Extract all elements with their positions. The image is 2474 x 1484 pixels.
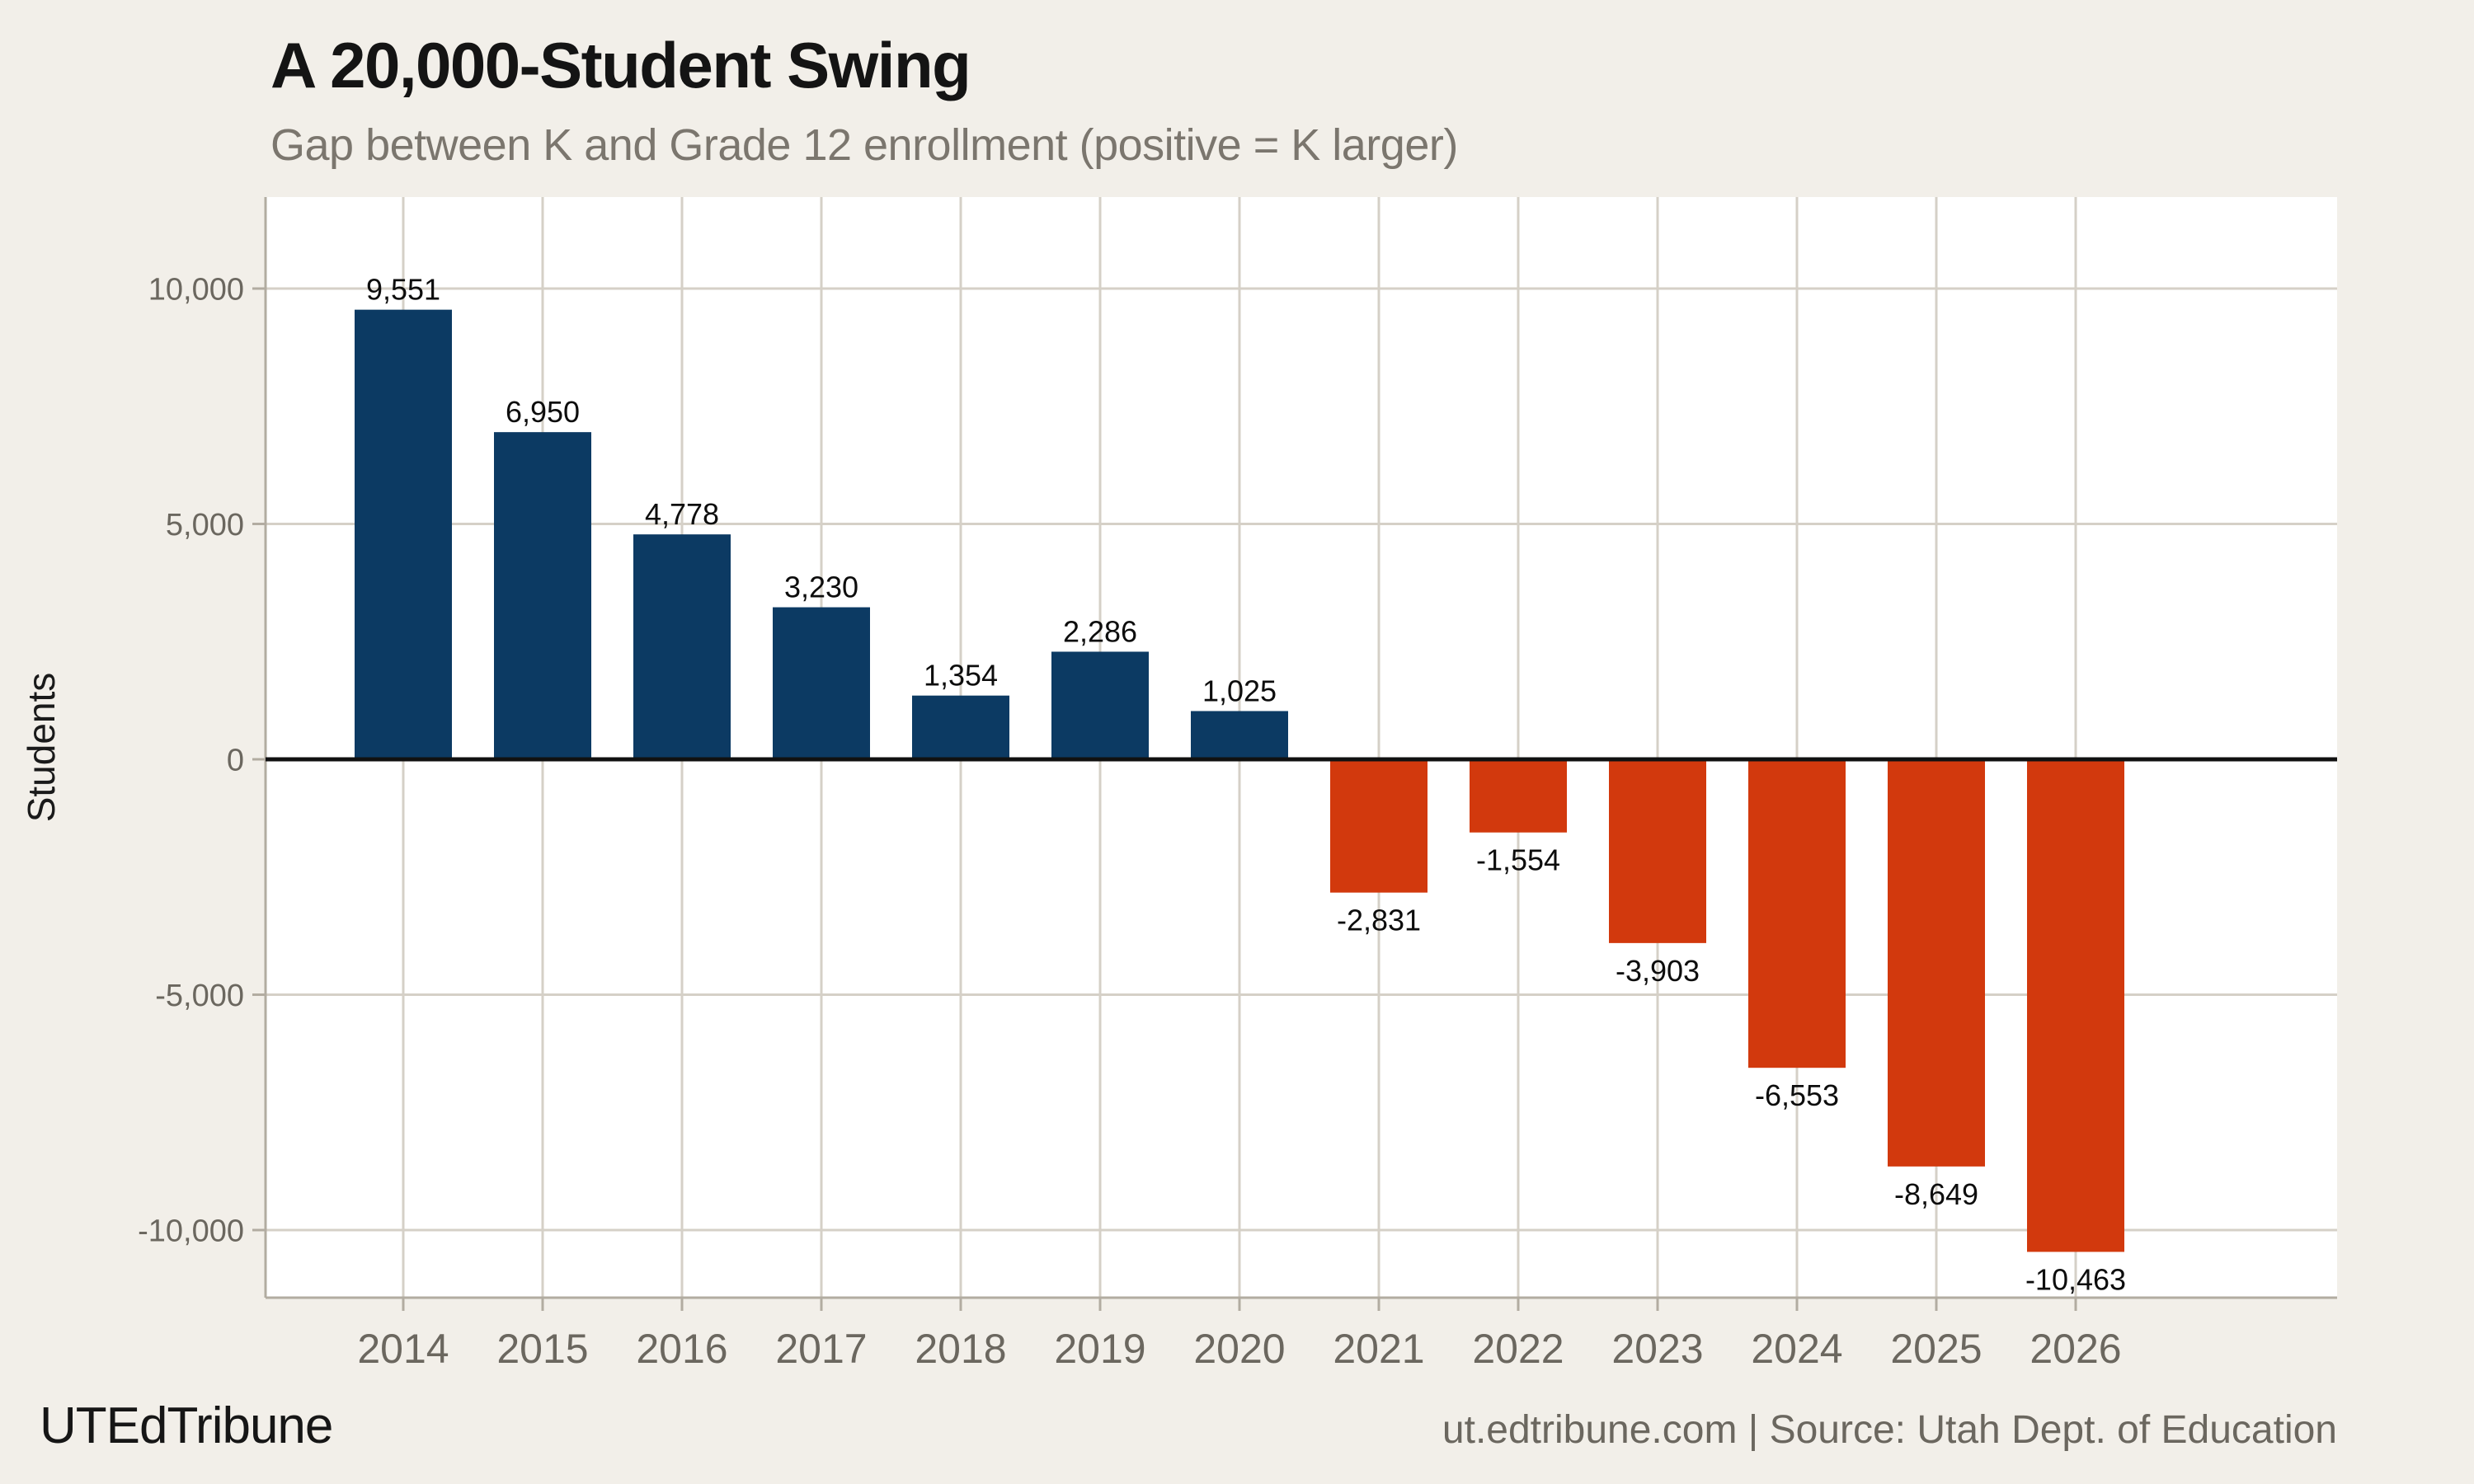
chart-header: A 20,000-Student Swing Gap between K and… xyxy=(270,28,1458,171)
source-attribution: ut.edtribune.com | Source: Utah Dept. of… xyxy=(1442,1408,2337,1452)
x-tick-label-2019: 2019 xyxy=(1054,1326,1145,1372)
y-axis-title: Students xyxy=(20,673,63,823)
x-tick-label-2021: 2021 xyxy=(1333,1326,1424,1372)
plot-panel xyxy=(266,197,2337,1298)
bar-value-label: 6,950 xyxy=(506,395,580,429)
y-tick-label: -10,000 xyxy=(138,1214,244,1248)
bar-value-label: -6,553 xyxy=(1755,1078,1839,1112)
x-tick-label-2017: 2017 xyxy=(775,1326,867,1372)
brand-logo-text: UTEdTribune xyxy=(40,1397,333,1454)
chart-title: A 20,000-Student Swing xyxy=(270,29,971,101)
bar-value-label: 1,025 xyxy=(1202,674,1277,707)
x-tick-label-2016: 2016 xyxy=(636,1326,727,1372)
bar-value-label: 4,778 xyxy=(645,497,719,531)
y-tick-label: 5,000 xyxy=(166,508,244,542)
bar-2014 xyxy=(355,309,452,760)
bar-2022 xyxy=(1470,759,1567,833)
x-tick-label-2018: 2018 xyxy=(915,1326,1006,1372)
bar-2026 xyxy=(2027,759,2124,1252)
bar-2025 xyxy=(1888,759,1985,1167)
y-tick-label: 10,000 xyxy=(148,272,244,307)
x-tick-label-2020: 2020 xyxy=(1193,1326,1285,1372)
x-tick-label-2026: 2026 xyxy=(2030,1326,2121,1372)
x-tick-label-2023: 2023 xyxy=(1611,1326,1703,1372)
y-tick-label: -5,000 xyxy=(155,979,244,1013)
bar-value-label: -8,649 xyxy=(1894,1177,1978,1211)
x-tick-label-2024: 2024 xyxy=(1751,1326,1842,1372)
bar-2018 xyxy=(912,695,1009,760)
bar-2016 xyxy=(633,534,731,760)
bar-value-label: 2,286 xyxy=(1063,614,1137,648)
x-tick-label-2015: 2015 xyxy=(496,1326,588,1372)
bar-2021 xyxy=(1330,759,1427,893)
bar-2017 xyxy=(773,607,870,760)
bar-value-label: -3,903 xyxy=(1616,954,1700,988)
x-tick-label-2014: 2014 xyxy=(357,1326,449,1372)
chart-subtitle: Gap between K and Grade 12 enrollment (p… xyxy=(270,120,1458,170)
bar-2015 xyxy=(494,432,591,760)
bar-2020 xyxy=(1191,711,1288,760)
bar-value-label: 9,551 xyxy=(366,273,440,307)
bar-value-label: 1,354 xyxy=(924,659,998,693)
bar-2019 xyxy=(1051,651,1149,760)
bar-2024 xyxy=(1748,759,1846,1068)
bar-2023 xyxy=(1609,759,1706,943)
bar-value-label: -10,463 xyxy=(2025,1262,2126,1296)
x-tick-label-2022: 2022 xyxy=(1472,1326,1564,1372)
y-tick-label: 0 xyxy=(227,743,244,777)
chart-footer: UTEdTribune ut.edtribune.com | Source: U… xyxy=(0,1397,2474,1455)
x-tick-label-2025: 2025 xyxy=(1890,1326,1982,1372)
bar-value-label: 3,230 xyxy=(784,571,858,604)
bar-value-label: -2,831 xyxy=(1337,904,1421,937)
bar-value-label: -1,554 xyxy=(1476,843,1560,877)
